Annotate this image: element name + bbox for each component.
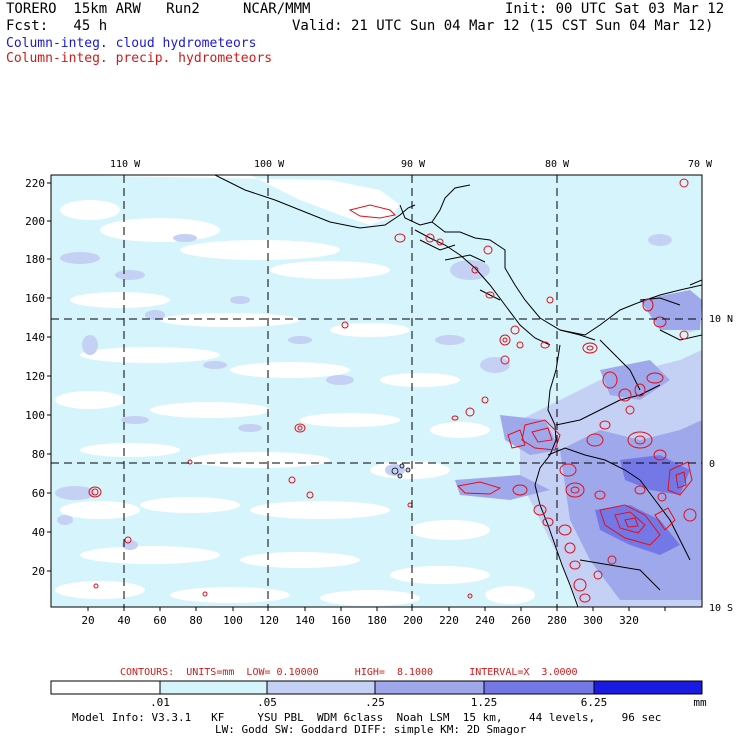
precip-field-title: Column-integ. precip. hydrometeors xyxy=(6,51,273,66)
galapagos-islands xyxy=(391,463,411,479)
valid-time-label: Valid: 21 UTC Sun 04 Mar 12 (15 CST Sun … xyxy=(292,18,714,34)
grid-y-label: 120 xyxy=(25,370,45,383)
grid-x-label: 180 xyxy=(367,614,387,627)
colorbar-unit: mm xyxy=(693,696,707,709)
grid-x-label: 80 xyxy=(189,614,202,627)
grid-y-label: 180 xyxy=(25,253,45,266)
clear-sky-areas xyxy=(51,175,535,606)
grid-x-label: 160 xyxy=(331,614,351,627)
grid-x-label: 20 xyxy=(81,614,94,627)
grid-y-label: 20 xyxy=(32,565,45,578)
grid-x-label: 280 xyxy=(547,614,567,627)
colorbar-label: .05 xyxy=(257,696,277,709)
colorbar-label: 6.25 xyxy=(581,696,608,709)
colorbar-label: .25 xyxy=(365,696,385,709)
grid-x-label: 320 xyxy=(619,614,639,627)
latitude-labels: 10 N 0 10 S xyxy=(709,314,733,614)
colorbar-swatch xyxy=(593,680,703,695)
lon-label-90w: 90 W xyxy=(401,159,426,170)
cloud-field-title: Column-integ. cloud hydrometeors xyxy=(6,36,257,51)
grid-x-label: 200 xyxy=(403,614,423,627)
grid-x-label: 140 xyxy=(295,614,315,627)
grid-x-labels: 20 40 60 80 100 120 140 160 180 200 220 … xyxy=(81,614,639,627)
colorbar-swatch xyxy=(483,680,595,695)
grid-y-label: 80 xyxy=(32,448,45,461)
grid-x-label: 120 xyxy=(259,614,279,627)
lon-label-70w: 70 W xyxy=(688,159,713,170)
colorbar xyxy=(50,680,703,695)
lon-label-80w: 80 W xyxy=(545,159,570,170)
colorbar-swatch xyxy=(266,680,376,695)
grid-y-label: 40 xyxy=(32,526,45,539)
grid-x-label: 60 xyxy=(153,614,166,627)
lat-label-0: 0 xyxy=(709,459,715,470)
colorbar-swatch xyxy=(159,680,268,695)
lon-label-110w: 110 W xyxy=(110,159,141,170)
grid-x-label: 260 xyxy=(511,614,531,627)
lon-label-100w: 100 W xyxy=(254,159,285,170)
grid-y-label: 60 xyxy=(32,487,45,500)
grid-y-label: 200 xyxy=(25,215,45,228)
organization-label: NCAR/MMM xyxy=(243,1,311,17)
physics-info-line: LW: Godd SW: Goddard DIFF: simple KM: 2D… xyxy=(215,723,527,736)
grid-x-label: 100 xyxy=(223,614,243,627)
colorbar-label: 1.25 xyxy=(471,696,498,709)
grid-y-label: 140 xyxy=(25,331,45,344)
colorbar-swatch xyxy=(50,680,161,695)
grid-x-label: 40 xyxy=(117,614,130,627)
grid-y-label: 100 xyxy=(25,409,45,422)
init-time-label: Init: 00 UTC Sat 03 Mar 12 xyxy=(505,1,725,17)
lat-label-10s: 10 S xyxy=(709,603,733,614)
grid-x-label: 240 xyxy=(475,614,495,627)
longitude-labels: 110 W 100 W 90 W 80 W 70 W xyxy=(110,159,713,170)
grid-y-label: 220 xyxy=(25,177,45,190)
grid-y-labels: 220 200 180 160 140 120 100 80 60 40 20 xyxy=(25,177,45,578)
colorbar-label: .01 xyxy=(150,696,170,709)
colorbar-swatch xyxy=(374,680,485,695)
axis-ticks xyxy=(47,182,666,611)
precip-contours xyxy=(88,178,697,603)
south-america-cloud-areas xyxy=(455,290,702,607)
colorbar-labels: .01 .05 .25 1.25 6.25 mm xyxy=(150,696,707,709)
forecast-hour-label: Fcst: 45 h xyxy=(6,18,108,34)
grid-x-label: 220 xyxy=(439,614,459,627)
grid-y-label: 160 xyxy=(25,292,45,305)
latlon-grid xyxy=(51,175,702,607)
contour-info: CONTOURS: UNITS=mm LOW= 0.10000 HIGH= 8.… xyxy=(120,667,578,678)
lat-label-10n: 10 N xyxy=(709,314,733,325)
model-info-line: Model Info: V3.3.1 KF YSU PBL WDM 6class… xyxy=(72,711,662,724)
grid-x-label: 300 xyxy=(583,614,603,627)
coastlines xyxy=(214,175,702,607)
model-run-label: TORERO 15km ARW Run2 xyxy=(6,1,200,17)
